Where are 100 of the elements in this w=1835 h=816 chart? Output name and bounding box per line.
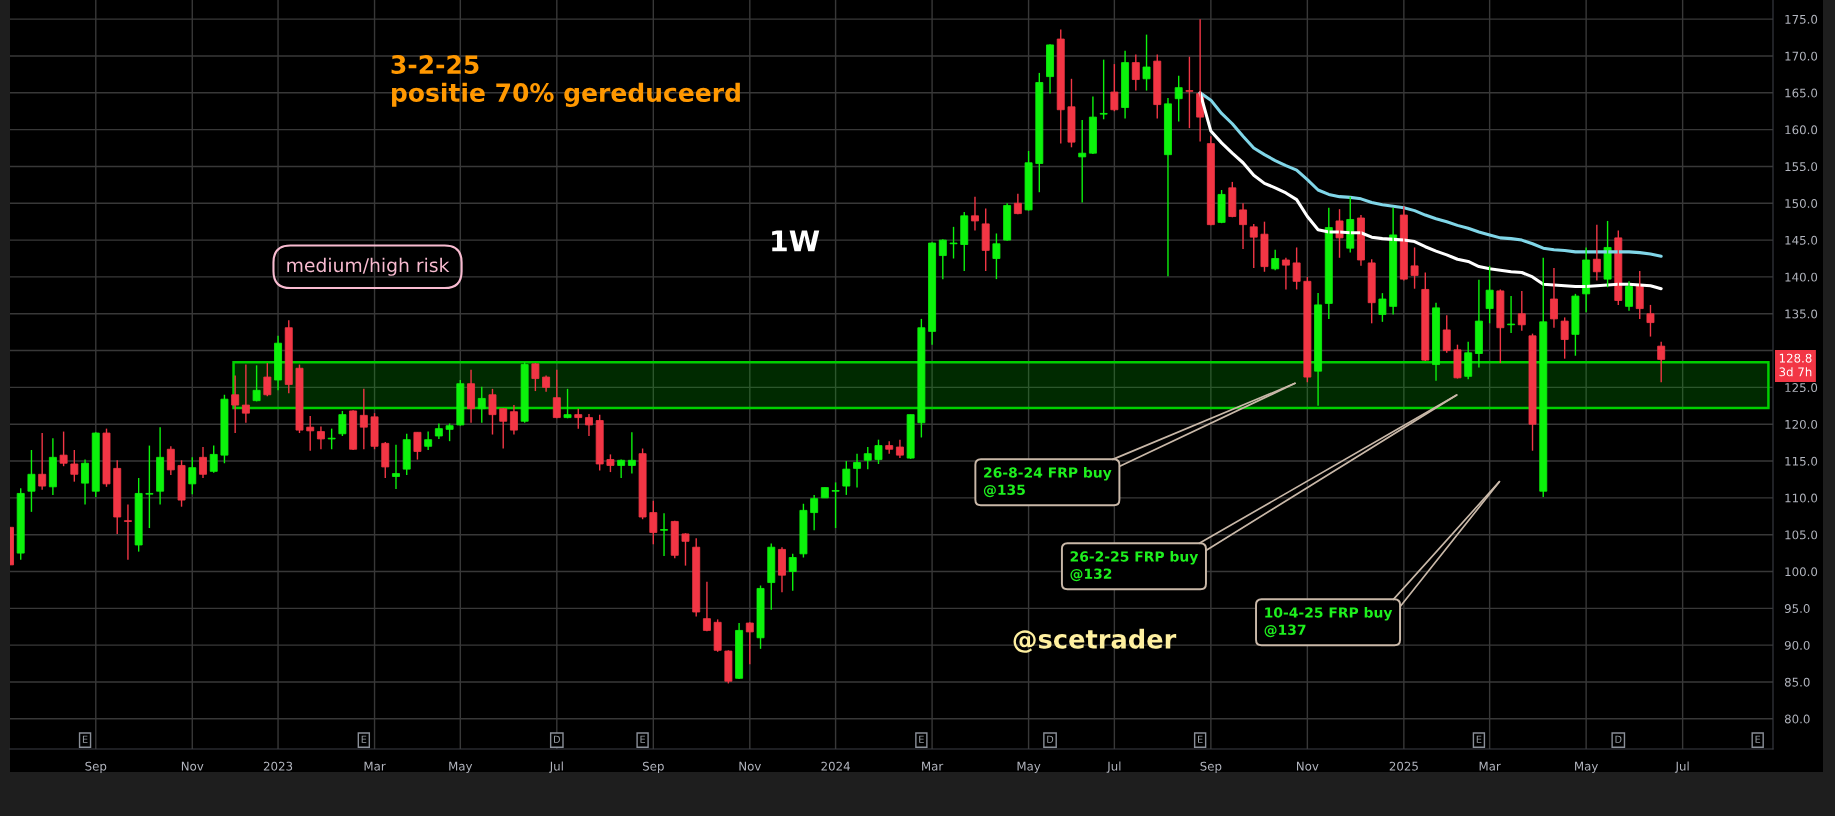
annotation: D bbox=[1047, 735, 1054, 743]
candlestick bbox=[1367, 258, 1376, 325]
x-tick-label: May bbox=[1017, 761, 1041, 773]
candlestick bbox=[971, 195, 979, 232]
candlestick bbox=[1507, 295, 1516, 334]
candlestick bbox=[1303, 276, 1312, 383]
candlestick bbox=[284, 319, 293, 394]
candlestick bbox=[1185, 56, 1194, 129]
candlestick bbox=[327, 427, 336, 450]
annotation: medium/high risk bbox=[287, 257, 450, 276]
candlestick bbox=[531, 362, 540, 392]
candlestick bbox=[499, 407, 508, 450]
x-tick-label: Mar bbox=[922, 761, 944, 771]
candlestick bbox=[842, 460, 851, 496]
candlestick bbox=[488, 388, 497, 436]
x-tick-label: Nov bbox=[739, 761, 761, 771]
annotation: E bbox=[1476, 735, 1482, 743]
candlestick bbox=[338, 410, 347, 437]
candlestick bbox=[520, 361, 529, 424]
text: 1W bbox=[772, 230, 820, 252]
candlestick bbox=[70, 449, 79, 483]
candlestick bbox=[27, 449, 36, 513]
candlestick bbox=[638, 447, 647, 520]
y-tick-label: 160.0 bbox=[1785, 125, 1818, 135]
candlestick bbox=[1217, 189, 1226, 224]
candlestick bbox=[1571, 293, 1580, 357]
annotation: 26-2-25 FRP buy @132 bbox=[1070, 550, 1199, 582]
text: 128.8 3d 7h bbox=[1779, 353, 1812, 377]
y-tick-label: 135.0 bbox=[1785, 309, 1818, 319]
annotation: E bbox=[361, 735, 367, 743]
annotation: 26-8-24 FRP buy @135 bbox=[983, 467, 1112, 498]
candlestick bbox=[1442, 314, 1451, 354]
candlestick bbox=[681, 532, 690, 567]
candlestick bbox=[1517, 290, 1526, 332]
candlestick bbox=[1067, 78, 1076, 148]
candlestick bbox=[949, 226, 958, 260]
y-tick-label: 175.0 bbox=[1785, 14, 1818, 24]
candlestick bbox=[1560, 316, 1569, 360]
y-tick-label: 125.0 bbox=[1785, 383, 1818, 393]
candlestick bbox=[670, 519, 679, 559]
candlestick bbox=[1378, 292, 1387, 323]
candlestick bbox=[574, 408, 583, 430]
x-tick-label: May bbox=[1575, 761, 1598, 773]
y-tick-label: 145.0 bbox=[1785, 235, 1818, 245]
x-tick-label: 2023 bbox=[263, 761, 293, 771]
candlestick bbox=[1110, 63, 1119, 112]
candlestick bbox=[413, 431, 422, 461]
annotation: E bbox=[919, 735, 924, 743]
candlestick bbox=[1453, 343, 1462, 380]
candlestick bbox=[660, 512, 668, 557]
x-tick-label: Sep bbox=[85, 761, 107, 773]
candlestick bbox=[1142, 33, 1151, 92]
x-tick-label: Nov bbox=[181, 761, 204, 771]
candlestick bbox=[134, 477, 143, 553]
y-tick-label: 140.0 bbox=[1785, 272, 1818, 282]
candlestick bbox=[252, 364, 261, 403]
candlestick bbox=[1056, 28, 1065, 145]
x-tick-label: 2025 bbox=[1389, 761, 1418, 771]
y-tick-label: 80.0 bbox=[1784, 714, 1810, 724]
annotation: E bbox=[82, 735, 88, 743]
candlestick bbox=[145, 444, 154, 529]
x-tick-label: Jul bbox=[1106, 761, 1121, 773]
candlestick bbox=[1646, 304, 1655, 338]
candlestick bbox=[863, 446, 872, 470]
candlestick bbox=[724, 649, 733, 685]
annotation: @scetrader bbox=[1013, 628, 1177, 653]
y-tick-label: 90.0 bbox=[1784, 640, 1810, 650]
annotation: D bbox=[1615, 735, 1622, 743]
candlestick bbox=[102, 427, 111, 488]
candlestick bbox=[1421, 271, 1430, 362]
candlestick bbox=[1410, 246, 1419, 290]
candlestick bbox=[906, 413, 915, 460]
candlestick bbox=[91, 431, 100, 498]
candlestick bbox=[177, 459, 186, 508]
candlestick bbox=[1281, 257, 1290, 291]
candlestick bbox=[1260, 220, 1269, 273]
candlestick bbox=[1249, 223, 1258, 269]
candlestick bbox=[370, 412, 379, 450]
annotation: E bbox=[1755, 735, 1761, 743]
candlestick bbox=[1485, 265, 1494, 325]
y-tick-label: 165.0 bbox=[1785, 88, 1818, 98]
candlestick bbox=[874, 438, 883, 465]
candlestick bbox=[124, 503, 132, 561]
y-tick-label: 110.0 bbox=[1785, 493, 1818, 503]
candlestick bbox=[1153, 53, 1162, 120]
candlestick bbox=[992, 232, 1001, 280]
candlestick bbox=[1528, 332, 1537, 452]
annotation: D bbox=[554, 735, 560, 743]
y-tick-label: 95.0 bbox=[1784, 604, 1810, 613]
candlestick bbox=[1292, 246, 1301, 291]
candlestick bbox=[295, 363, 304, 434]
candlestick bbox=[831, 481, 840, 529]
candlestick bbox=[59, 430, 68, 467]
candlestick bbox=[595, 413, 604, 472]
x-tick-label: 2024 bbox=[821, 761, 850, 771]
x-tick-label: Nov bbox=[1297, 761, 1319, 771]
candlestick bbox=[209, 444, 218, 474]
candlestick bbox=[1496, 288, 1505, 364]
x-tick-label: Jul bbox=[1674, 761, 1689, 773]
candlestick bbox=[113, 459, 122, 535]
